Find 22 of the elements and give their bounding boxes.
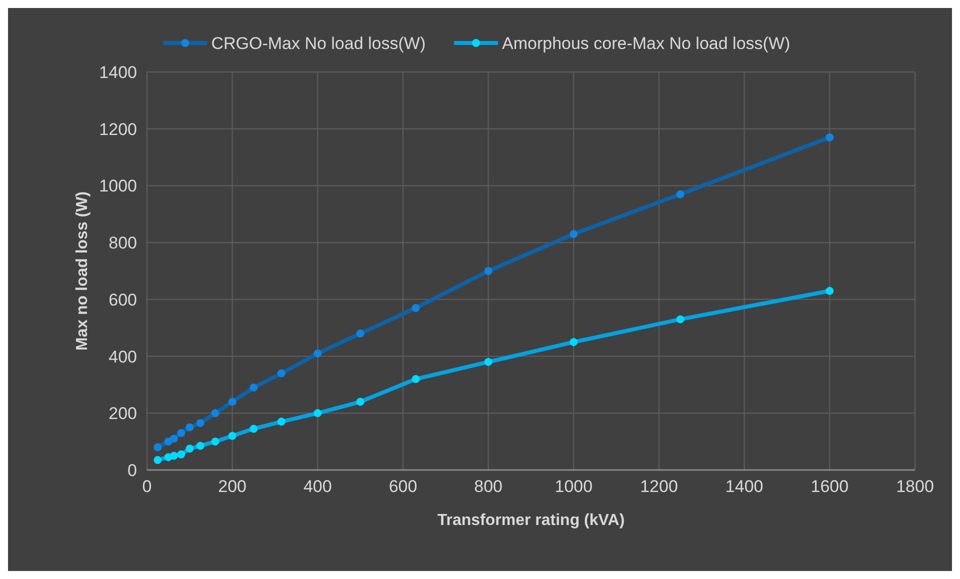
y-axis-title: Max no load loss (W) <box>74 191 91 351</box>
y-tick-label: 1200 <box>99 120 137 139</box>
x-axis-title: Transformer rating (kVA) <box>437 512 625 529</box>
x-tick-label: 1400 <box>725 477 764 496</box>
y-tick-label: 1000 <box>99 176 137 196</box>
x-tick-label: 600 <box>388 477 418 496</box>
y-tick-label: 1400 <box>99 63 137 82</box>
x-tick-label: 800 <box>474 477 503 496</box>
y-tick-label: 0 <box>128 461 137 480</box>
legend-label: CRGO-Max No load loss(W) <box>211 34 426 53</box>
x-tick-label: 1200 <box>640 477 678 496</box>
legend-label: Amorphous core-Max No load loss(W) <box>502 34 790 53</box>
x-tick-label: 200 <box>218 477 247 496</box>
x-tick-label: 1600 <box>810 477 849 496</box>
y-tick-label: 800 <box>108 234 137 253</box>
y-tick-label: 200 <box>108 404 137 424</box>
x-tick-label: 1800 <box>896 477 934 496</box>
x-tick-label: 0 <box>142 477 152 496</box>
x-tick-label: 400 <box>303 477 332 496</box>
y-tick-label: 600 <box>108 290 137 310</box>
y-tick-label: 400 <box>108 347 137 366</box>
x-tick-label: 1000 <box>554 477 593 496</box>
